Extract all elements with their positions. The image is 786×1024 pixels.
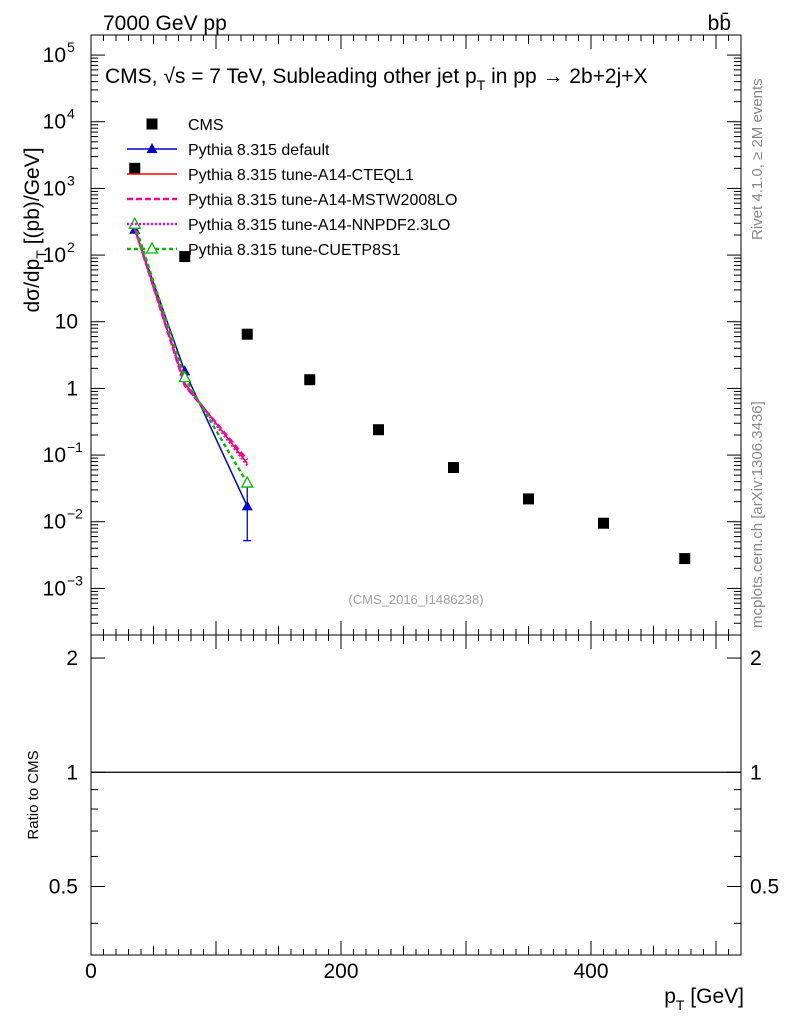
data-point (129, 162, 141, 174)
rivet-version-label: Rivet 4.1.0, ≥ 2M events (749, 78, 766, 240)
ratio-tick-label-left: 1 (66, 761, 78, 784)
y-tick-label: 10 (43, 111, 66, 134)
y-tick-label-exponent: 5 (67, 39, 75, 55)
y-tick-label-exponent: 4 (67, 106, 75, 122)
data-point (523, 493, 534, 505)
y-tick-label-exponent: 2 (67, 239, 75, 255)
series-line (133, 228, 249, 467)
legend-entry: Pythia 8.315 default (127, 142, 330, 159)
y-tick-label-exponent: −2 (67, 506, 83, 522)
data-point (598, 517, 609, 529)
ratio-plot-frame (90, 634, 742, 956)
data-point (304, 374, 316, 386)
series-line (133, 227, 249, 461)
series-line (134, 229, 248, 507)
legend-entry: CMS (146, 117, 224, 134)
y-tick-label: 10 (43, 511, 66, 534)
legend-entry: Pythia 8.315 tune-CUETP8S1 (127, 241, 401, 259)
analysis-watermark: (CMS_2016_I1486238) (348, 592, 483, 607)
x-tick-label: 0 (85, 960, 97, 983)
ratio-tick-label-right: 2 (750, 647, 762, 670)
legend-marker (146, 143, 158, 153)
data-point (128, 216, 142, 229)
data-point (178, 370, 192, 383)
y-tick-label: 10 (43, 244, 66, 267)
legend-entry: Pythia 8.315 tune-A14-MSTW2008LO (127, 192, 457, 209)
y-tick-label: 10 (43, 577, 66, 600)
legend-marker (145, 241, 159, 254)
series-5 (128, 216, 254, 488)
data-point (373, 424, 384, 436)
series-2 (134, 228, 248, 464)
legend-entry: Pythia 8.315 tune-A14-CTEQL1 (127, 167, 414, 184)
y-tick-label-exponent: −1 (67, 439, 83, 455)
ratio-tick-label-left: 0.5 (49, 876, 78, 899)
series-0 (129, 162, 691, 565)
ratio-tick-label-right: 1 (750, 761, 762, 784)
energy-label: 7000 GeV pp (103, 12, 227, 35)
legend-label: Pythia 8.315 tune-CUETP8S1 (188, 242, 401, 259)
legend-label: Pythia 8.315 tune-A14-MSTW2008LO (188, 192, 457, 209)
x-tick-label: 200 (323, 960, 358, 983)
data-point (179, 251, 191, 263)
y-tick-label: 1 (66, 377, 78, 400)
series-line (133, 223, 249, 484)
mcplots-label: mcplots.cern.ch [arXiv:1306.3436] (749, 401, 766, 628)
legend-label: CMS (188, 117, 224, 134)
data-point (240, 475, 254, 488)
chart-title: CMS, √s = 7 TeV, Subleading other jet pT… (105, 65, 648, 93)
data-point (241, 328, 253, 340)
ratio-tick-label-right: 0.5 (750, 876, 779, 899)
legend-marker (146, 118, 158, 130)
data-point (448, 462, 459, 474)
y-tick-label-exponent: 3 (67, 172, 75, 188)
y-axis-label: dσ/dpT [(pb)/GeV] (21, 147, 49, 312)
series-3 (133, 227, 249, 461)
legend-entry: Pythia 8.315 tune-A14-NNPDF2.3LO (127, 217, 450, 234)
y-tick-label: 10 (43, 44, 66, 67)
process-label: bb̄ (708, 12, 731, 35)
y-tick-label: 10 (43, 177, 66, 200)
ratio-tick-label-left: 2 (66, 647, 78, 670)
series-line (134, 228, 248, 464)
ratio-y-axis-label: Ratio to CMS (25, 750, 42, 839)
data-point (241, 500, 253, 511)
legend-label: Pythia 8.315 tune-A14-CTEQL1 (188, 167, 414, 184)
y-tick-label: 10 (43, 444, 66, 467)
x-axis-label: pT [GeV] (664, 985, 744, 1013)
y-tick-label: 10 (55, 311, 78, 334)
legend-label: Pythia 8.315 default (188, 142, 330, 159)
data-point (679, 553, 691, 565)
legend-label: Pythia 8.315 tune-A14-NNPDF2.3LO (188, 217, 450, 234)
series-4 (133, 228, 249, 467)
y-tick-label-exponent: −3 (67, 572, 83, 588)
x-tick-label: 400 (573, 960, 608, 983)
